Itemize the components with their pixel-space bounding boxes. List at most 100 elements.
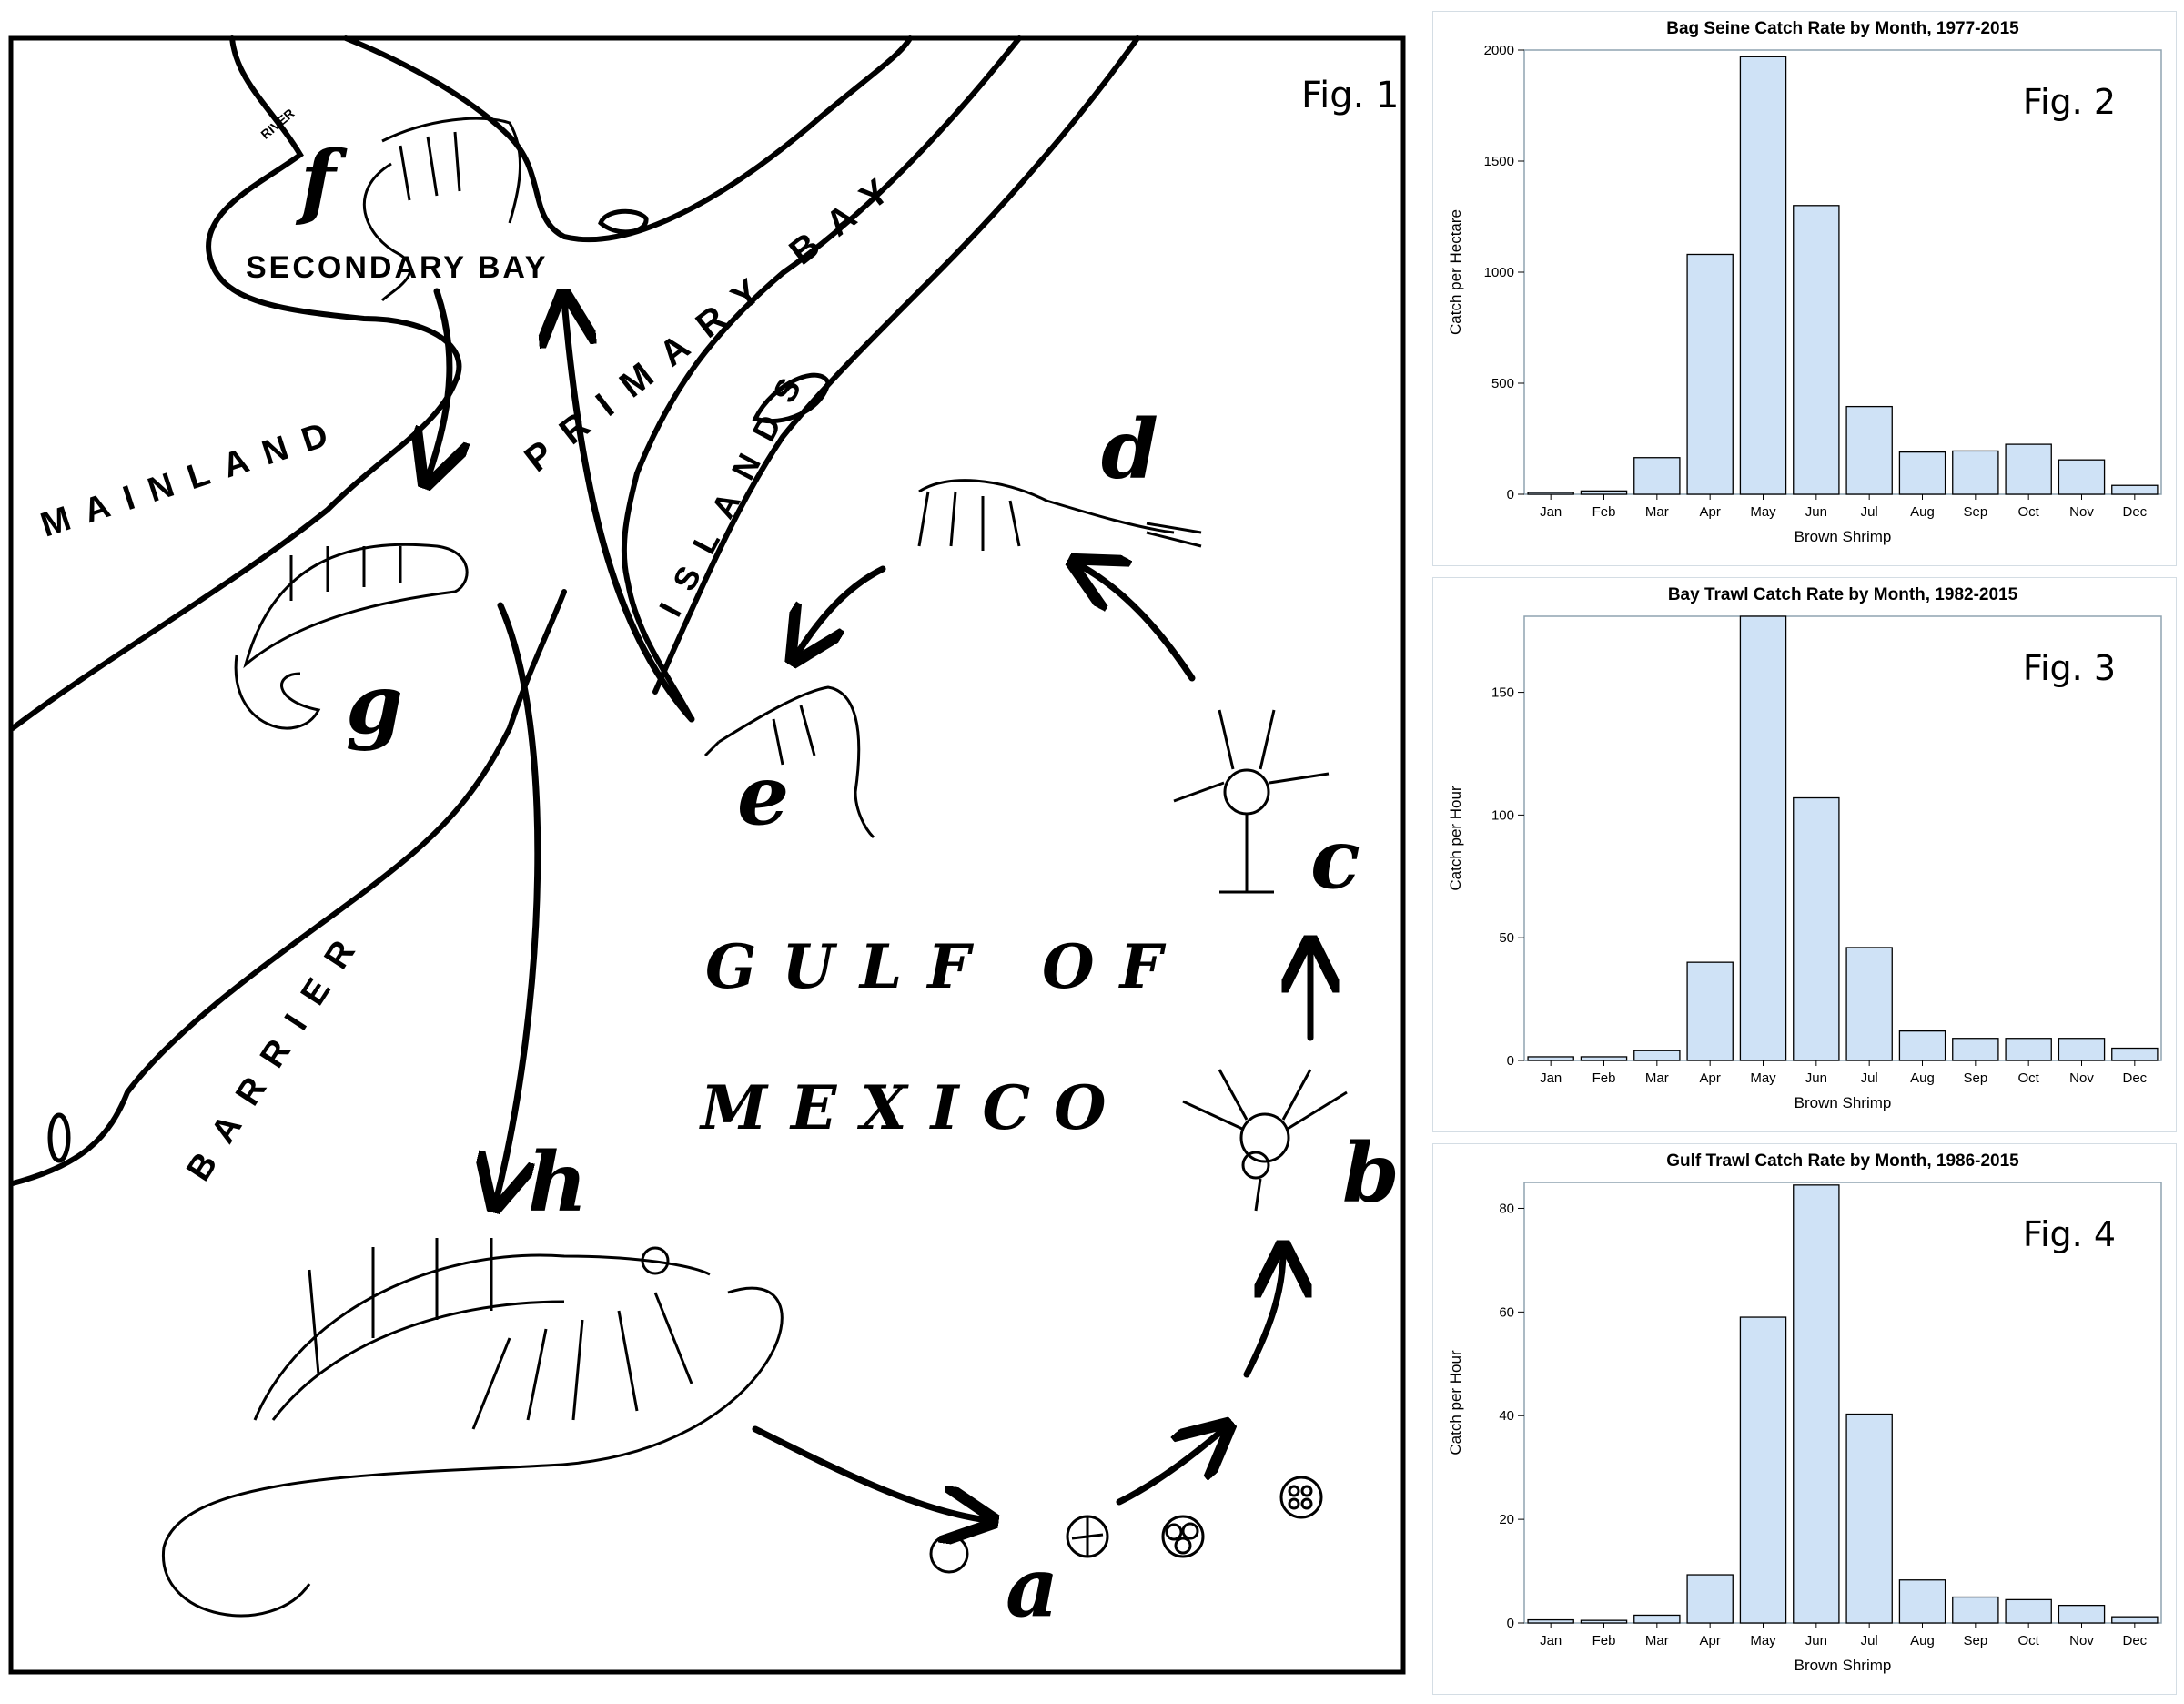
stage-h: h xyxy=(528,1134,587,1231)
fig-label: Fig. 3 xyxy=(2023,648,2116,688)
y-tick-label: 150 xyxy=(1491,685,1514,701)
mysis-d-icon xyxy=(917,479,1202,551)
nauplius-b-icon xyxy=(1182,1069,1348,1212)
x-tick-label: Oct xyxy=(2017,1070,2039,1086)
chart-bay-trawl: Bay Trawl Catch Rate by Month, 1982-2015… xyxy=(1432,577,2177,1132)
x-tick-label: Apr xyxy=(1699,504,1720,520)
label-gulf-of: GULF OF xyxy=(705,931,1188,1002)
y-tick-label: 0 xyxy=(1507,487,1514,502)
x-tick-label: Oct xyxy=(2017,1633,2039,1648)
y-tick-label: 60 xyxy=(1499,1304,1514,1320)
label-mexico: MEXICO xyxy=(699,1072,1129,1143)
y-tick-label: 0 xyxy=(1507,1053,1514,1069)
bar-apr xyxy=(1686,961,1734,1061)
eggs-a-icon xyxy=(929,1476,1323,1574)
y-axis-label: Catch per Hectare xyxy=(1447,209,1464,335)
x-tick-label: Mar xyxy=(1645,1070,1669,1086)
bar-jul xyxy=(1845,1413,1893,1624)
x-tick-label: Aug xyxy=(1910,504,1935,520)
bar-jan xyxy=(1527,1618,1574,1624)
migration-arrows xyxy=(428,291,1310,1520)
stage-c: c xyxy=(1310,811,1360,908)
y-axis-label: Catch per Hour xyxy=(1447,1350,1464,1456)
x-tick-label: May xyxy=(1750,1633,1776,1648)
shrimp-f-icon xyxy=(363,117,521,302)
y-tick-label: 20 xyxy=(1499,1512,1514,1527)
stage-e: e xyxy=(737,747,789,844)
bar-sep xyxy=(1952,1596,1999,1624)
figure-1-frame xyxy=(8,36,1406,1675)
bar-feb xyxy=(1580,1056,1628,1061)
x-tick-label: Jul xyxy=(1861,1070,1878,1086)
x-axis-label: Brown Shrimp xyxy=(1795,1657,1892,1674)
bar-mar xyxy=(1633,457,1681,495)
bar-dec xyxy=(2111,1616,2159,1624)
bar-oct xyxy=(2005,1598,2052,1624)
bar-apr xyxy=(1686,1574,1734,1624)
bar-mar xyxy=(1633,1614,1681,1624)
stage-g: g xyxy=(346,656,403,753)
x-tick-label: Aug xyxy=(1910,1633,1935,1648)
x-tick-label: Jan xyxy=(1540,504,1562,520)
bar-feb xyxy=(1580,1619,1628,1624)
bar-oct xyxy=(2005,443,2052,495)
y-tick-label: 0 xyxy=(1507,1616,1514,1631)
bar-apr xyxy=(1686,253,1734,495)
bar-nov xyxy=(2058,1038,2106,1061)
bar-feb xyxy=(1580,490,1628,495)
bar-may xyxy=(1739,56,1787,495)
bar-dec xyxy=(2111,484,2159,495)
x-tick-label: Oct xyxy=(2017,504,2039,520)
bar-sep xyxy=(1952,1038,1999,1061)
bar-jul xyxy=(1845,405,1893,495)
x-tick-label: Jun xyxy=(1805,1633,1827,1648)
gulf-trawl-chart-svg: Gulf Trawl Catch Rate by Month, 1986-201… xyxy=(1447,1151,2162,1674)
bar-may xyxy=(1739,615,1787,1061)
bar-jun xyxy=(1793,205,1840,495)
fig-label: Fig. 4 xyxy=(2023,1214,2116,1254)
bar-sep xyxy=(1952,450,1999,495)
stage-a: a xyxy=(1006,1539,1058,1636)
bar-nov xyxy=(2058,459,2106,495)
x-tick-label: Jul xyxy=(1861,1633,1878,1648)
y-tick-label: 1500 xyxy=(1484,154,1514,169)
bar-jan xyxy=(1527,492,1574,495)
bar-aug xyxy=(1898,1579,1946,1624)
chart-bag-seine: Bag Seine Catch Rate by Month, 1977-2015… xyxy=(1432,11,2177,566)
chart-gulf-trawl: Gulf Trawl Catch Rate by Month, 1986-201… xyxy=(1432,1143,2177,1695)
x-tick-label: Dec xyxy=(2122,1070,2147,1086)
x-tick-label: Aug xyxy=(1910,1070,1935,1086)
x-tick-label: Jan xyxy=(1540,1070,1562,1086)
postlarva-e-icon xyxy=(703,685,875,839)
x-tick-label: Mar xyxy=(1645,504,1669,520)
x-tick-label: Apr xyxy=(1699,1070,1720,1086)
x-tick-label: Sep xyxy=(1963,1633,1987,1648)
bar-aug xyxy=(1898,451,1946,495)
nauplius-c-icon xyxy=(1173,709,1330,894)
shrimp-g-icon xyxy=(234,543,469,730)
y-tick-label: 50 xyxy=(1499,930,1514,946)
x-tick-label: Dec xyxy=(2122,1633,2147,1648)
x-tick-label: Jun xyxy=(1805,504,1827,520)
x-tick-label: Jul xyxy=(1861,504,1878,520)
bar-oct xyxy=(2005,1038,2052,1061)
x-axis-label: Brown Shrimp xyxy=(1795,528,1892,545)
x-tick-label: Mar xyxy=(1645,1633,1669,1648)
y-tick-label: 100 xyxy=(1491,807,1514,823)
x-tick-label: Feb xyxy=(1592,504,1616,520)
bar-jun xyxy=(1793,1184,1840,1624)
x-tick-label: Jun xyxy=(1805,1070,1827,1086)
x-tick-label: Sep xyxy=(1963,1070,1987,1086)
chart-title: Gulf Trawl Catch Rate by Month, 1986-201… xyxy=(1666,1151,2019,1171)
x-tick-label: Nov xyxy=(2069,504,2094,520)
figure-1-life-cycle-map: Fig. 1 RIVER SECONDARY BAY PRIMARY BAY M… xyxy=(8,36,1406,1675)
bar-dec xyxy=(2111,1047,2159,1061)
fig1-label: Fig. 1 xyxy=(1301,75,1399,117)
x-tick-label: Jan xyxy=(1540,1633,1562,1648)
x-tick-label: May xyxy=(1750,504,1776,520)
bar-mar xyxy=(1633,1050,1681,1061)
shrimp-sketches xyxy=(162,117,1348,1618)
y-tick-label: 2000 xyxy=(1484,43,1514,58)
adult-shrimp-h-icon xyxy=(162,1238,784,1618)
plot-frame xyxy=(1523,1182,2162,1624)
